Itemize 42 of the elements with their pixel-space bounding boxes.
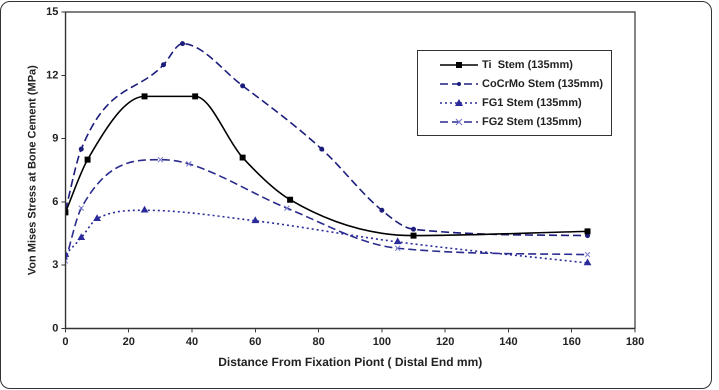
point: [94, 214, 101, 221]
legend-label: FG2 Stem (135mm): [482, 116, 582, 128]
x-tick-label: 140: [499, 336, 518, 348]
y-axis-title: Von Mises Stress at Bone Cement (MPa): [26, 64, 39, 276]
x-tick-label: 0: [62, 336, 68, 348]
x-tick-label: 180: [626, 336, 644, 348]
point: [411, 226, 416, 232]
point: [142, 93, 148, 100]
legend-label: CoCrMo Stem (135mm): [482, 78, 604, 90]
point: [410, 232, 416, 239]
y-tick-label: 6: [52, 196, 58, 208]
point: [84, 156, 91, 163]
point: [584, 228, 591, 234]
y-tick-label: 12: [46, 69, 58, 82]
point: [78, 234, 85, 240]
x-tick-label: 160: [562, 336, 581, 348]
point: [319, 146, 324, 152]
y-tick-label: 9: [52, 132, 58, 145]
legend-label: Ti Stem (135mm): [482, 58, 573, 70]
point: [379, 208, 384, 213]
point: [161, 62, 166, 68]
point: [584, 259, 592, 266]
x-tick-label: 120: [436, 336, 454, 348]
legend-label: FG1 Stem (135mm): [482, 96, 582, 108]
x-tick-label: 20: [122, 336, 135, 348]
x-tick-label: 80: [312, 336, 325, 348]
x-axis-title: Distance From Fixation Piont ( Distal End mm): [218, 355, 482, 370]
point: [180, 41, 186, 46]
y-tick-label: 15: [46, 6, 58, 18]
x-tick-label: 100: [372, 336, 392, 348]
point: [252, 216, 259, 224]
point: [192, 93, 198, 100]
point: [240, 83, 246, 88]
point: [240, 154, 246, 161]
y-tick-label: 3: [52, 259, 58, 272]
point: [394, 238, 402, 244]
point: [141, 206, 148, 213]
point: [287, 196, 294, 203]
x-tick-label: 40: [186, 336, 198, 348]
point: [78, 146, 84, 152]
x-tick-label: 60: [249, 336, 262, 348]
y-tick-label: 0: [52, 322, 58, 334]
